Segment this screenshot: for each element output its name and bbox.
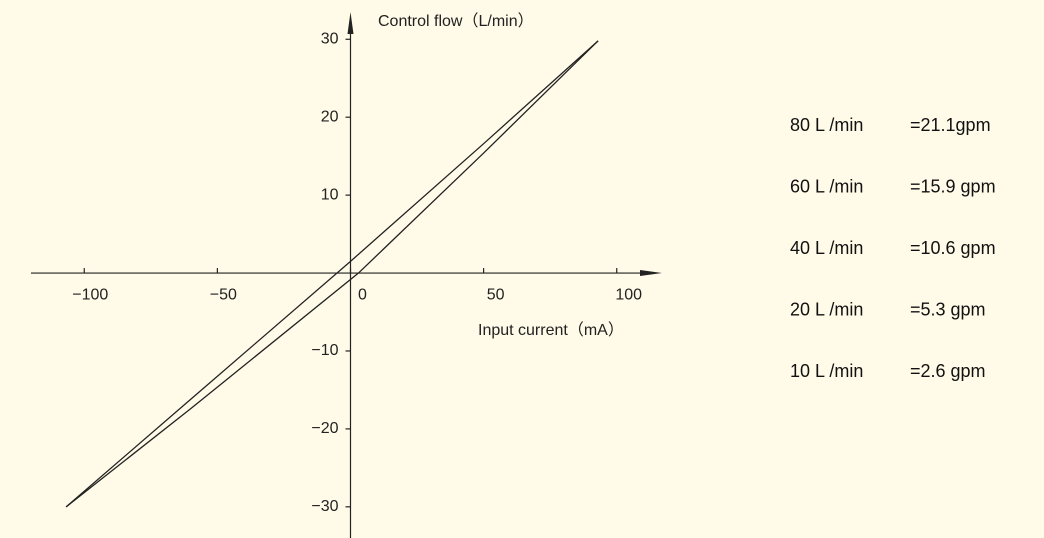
table-cell: =5.3 gpm xyxy=(910,299,986,319)
x-tick-label: 50 xyxy=(487,286,505,303)
table-cell: =10.6 gpm xyxy=(910,238,996,258)
y-tick-label: −20 xyxy=(311,420,338,437)
table-cell: =15.9 gpm xyxy=(910,176,996,196)
y-tick-label: −10 xyxy=(311,342,338,359)
y-tick-label: 20 xyxy=(321,108,339,125)
y-tick-label: 30 xyxy=(321,30,339,47)
x-axis-arrow xyxy=(640,270,662,277)
table-cell: =2.6 gpm xyxy=(910,361,986,381)
table-cell: 80 L /min xyxy=(790,115,863,135)
x-tick-label: −50 xyxy=(210,286,237,303)
x-tick-label: −100 xyxy=(72,286,108,303)
x-tick-label: 0 xyxy=(358,286,367,303)
x-axis-label: Input current（mA） xyxy=(478,321,624,339)
table-cell: 60 L /min xyxy=(790,176,863,196)
table-cell: 20 L /min xyxy=(790,299,863,319)
curve xyxy=(65,40,599,508)
table-cell: =21.1gpm xyxy=(910,115,991,135)
y-tick-label: −30 xyxy=(311,498,338,515)
y-axis-label: Control flow（L/min） xyxy=(378,12,534,30)
table-cell: 10 L /min xyxy=(790,361,863,381)
y-axis-arrow xyxy=(347,12,354,34)
table-cell: 40 L /min xyxy=(790,238,863,258)
y-tick-label: 10 xyxy=(321,186,339,203)
curve xyxy=(65,40,599,508)
x-tick-label: 100 xyxy=(615,286,642,303)
